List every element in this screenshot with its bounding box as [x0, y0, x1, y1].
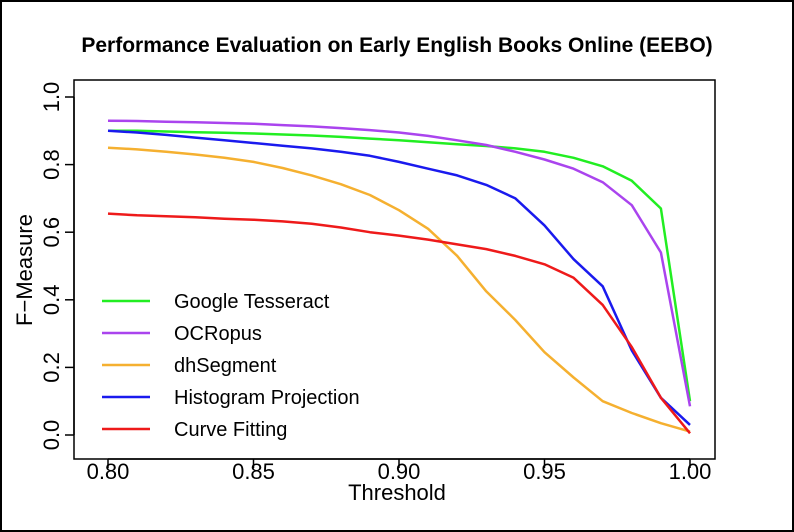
series-line-ocropus [107, 119, 692, 407]
x-axis-label: Threshold [348, 480, 446, 505]
y-tick-label: 0.0 [39, 420, 64, 451]
y-tick-label: 0.6 [39, 217, 64, 248]
legend: Google Tesseract OCRopus dhSegment Histogra… [102, 291, 360, 441]
y-tick-label: 0.2 [39, 352, 64, 383]
y-tick-label: 0.4 [39, 285, 64, 316]
y-tick-label: 0.8 [39, 149, 64, 180]
x-tick-label: 0.80 [87, 459, 130, 484]
x-axis: 0.80 0.85 0.90 0.95 1.00 [87, 458, 712, 484]
series-line-curve-fitting [107, 212, 691, 435]
series-line-histogram-projection [107, 129, 691, 426]
x-tick-label: 0.85 [232, 459, 275, 484]
legend-label-ocropus: OCRopus [174, 323, 262, 345]
x-tick-label: 0.95 [523, 459, 566, 484]
x-tick-label: 0.90 [378, 459, 421, 484]
plot-area [73, 79, 716, 460]
y-tick-label: 1.0 [39, 82, 64, 113]
series-line-dhsegment [107, 146, 691, 433]
legend-label-histogram-projection: Histogram Projection [174, 387, 360, 409]
y-axis-label: F−Measure [12, 214, 37, 326]
series-layer [107, 119, 692, 435]
legend-label-google-tesseract: Google Tesseract [174, 291, 330, 313]
y-axis: 0.0 0.2 0.4 0.6 0.8 1.0 [39, 82, 75, 451]
legend-label-curve-fitting: Curve Fitting [174, 419, 287, 441]
legend-label-dhsegment: dhSegment [174, 355, 277, 377]
series-line-google-tesseract [108, 129, 692, 402]
chart-title: Performance Evaluation on Early English … [81, 34, 712, 57]
x-tick-label: 1.00 [669, 459, 712, 484]
